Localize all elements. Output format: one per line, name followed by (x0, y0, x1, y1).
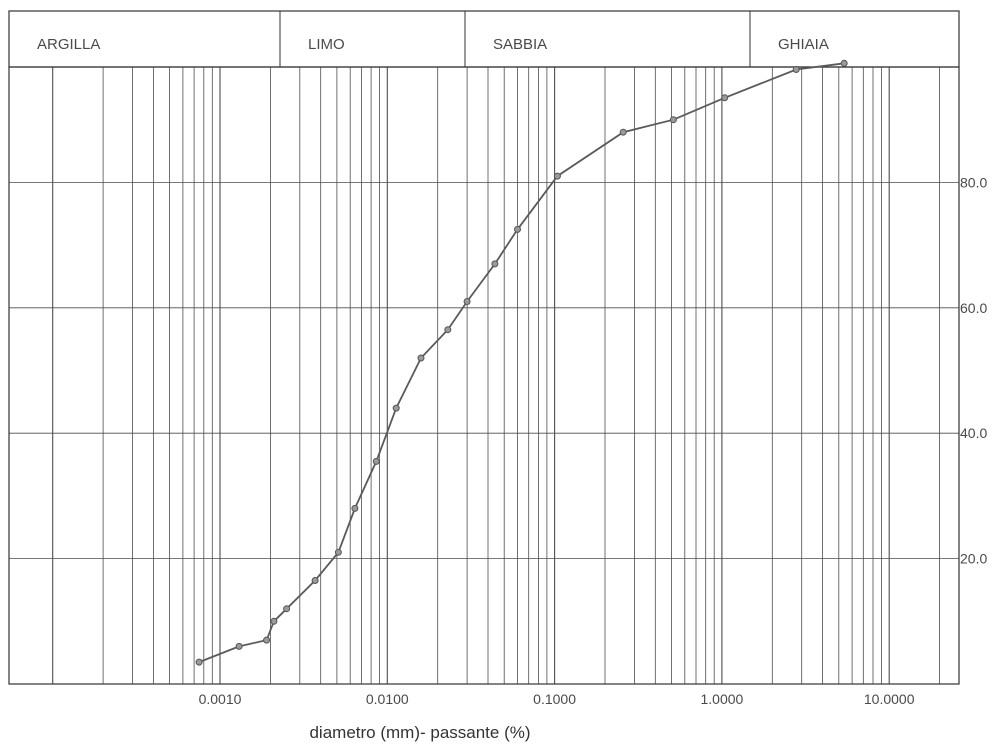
y-tick-labels: 20.0 40.0 60.0 80.0 (960, 174, 987, 566)
data-point (669, 116, 677, 124)
data-point (270, 617, 278, 625)
data-point (463, 298, 471, 305)
data-point (792, 66, 800, 73)
x-tick-label: 0.0100 (366, 691, 409, 707)
grain-size-curve (198, 62, 845, 663)
y-tick-label: 60.0 (960, 300, 987, 316)
x-tick-label: 0.0010 (199, 691, 242, 707)
data-point (840, 59, 848, 67)
grid (9, 67, 959, 684)
data-point (514, 225, 521, 233)
data-point (334, 548, 342, 556)
data-point (491, 260, 499, 268)
data-point (444, 326, 452, 334)
x-tick-labels: 0.0010 0.0100 0.1000 1.0000 10.0000 (199, 691, 915, 707)
y-tick-label: 40.0 (960, 425, 987, 441)
zone-label-limo: LIMO (308, 36, 345, 53)
x-axis-title: diametro (mm)- passante (%) (309, 723, 530, 742)
data-point (417, 354, 425, 362)
zone-label-sabbia: SABBIA (493, 36, 547, 53)
zone-label-ghiaia: GHIAIA (778, 36, 829, 53)
plot-frame (8, 66, 960, 685)
data-point (619, 128, 627, 136)
y-tick-label: 80.0 (960, 174, 987, 190)
data-point (235, 642, 243, 650)
zone-header: ARGILLA LIMO SABBIA GHIAIA (8, 10, 960, 68)
data-point (392, 404, 400, 412)
data-point (553, 172, 561, 180)
series-layer (195, 59, 848, 666)
data-point (721, 94, 729, 102)
zone-label-argilla: ARGILLA (37, 36, 100, 53)
data-point (372, 457, 380, 465)
x-tick-label: 10.0000 (864, 691, 915, 707)
x-tick-label: 1.0000 (700, 691, 743, 707)
data-point (195, 658, 203, 666)
data-point (351, 504, 359, 512)
x-tick-label: 0.1000 (533, 691, 576, 707)
data-point (311, 577, 319, 584)
data-point (263, 636, 271, 644)
data-point (283, 605, 291, 613)
y-tick-label: 20.0 (960, 551, 987, 567)
